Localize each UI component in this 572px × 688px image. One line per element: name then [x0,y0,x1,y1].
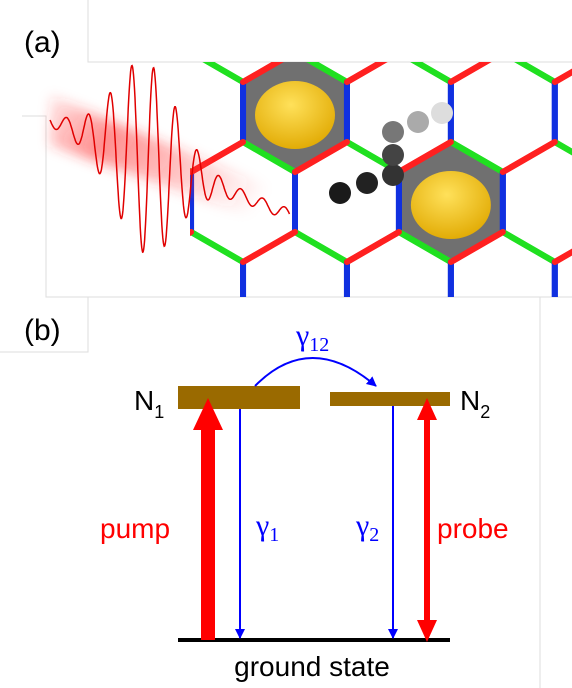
symbol: N [134,385,154,416]
probe-label: probe [437,513,509,544]
bond [139,52,191,82]
bond [191,232,243,262]
pump-label: pump [100,513,170,544]
figure: (a) (b) γ12 N1 N2 γ1 γ2 pump probe groun… [0,0,572,688]
bond [243,322,295,352]
level-label: N1 [134,385,164,422]
page: (a) (b) γ12 N1 N2 γ1 γ2 pump probe groun… [0,0,572,688]
bond [139,232,191,262]
lattice [139,0,572,442]
panel-label: (b) [24,314,61,347]
bond [451,322,503,352]
ground-label: ground state [234,651,390,682]
panel-frame [88,0,572,62]
bond [555,322,572,352]
bond [347,232,399,262]
bond [555,322,572,352]
bond [503,412,555,442]
subscript: 2 [369,524,379,546]
adatom [255,81,335,149]
panel-frame [0,297,540,688]
atom [356,172,378,194]
bond [451,412,503,442]
symbol: N [460,385,480,416]
bond [399,52,451,82]
bond [243,412,295,442]
bond [295,412,347,442]
bond [347,52,399,82]
pump-arrow [193,398,223,640]
bond [347,412,399,442]
bond [503,142,555,172]
rate-label: γ2 [355,509,379,546]
atom [329,182,351,204]
bond [243,322,295,352]
bond [555,52,572,82]
atom [382,144,404,166]
adatom [411,171,491,239]
bond [139,322,191,352]
bond [451,52,503,82]
bond [191,322,243,352]
symbol: γ [355,509,369,542]
bond [503,322,555,352]
level-label: N2 [460,385,490,422]
probe-arrow [417,398,437,642]
bond [503,232,555,262]
bond [451,322,503,352]
bond [399,322,451,352]
bond [503,52,555,82]
rate-label: γ1 [255,509,279,546]
bond [555,232,572,262]
bond [243,232,295,262]
panel-label: (a) [24,26,61,59]
subscript: 2 [480,402,490,422]
level-n2 [330,392,450,406]
subscript: 1 [269,524,279,546]
bond [555,142,572,172]
bond [555,412,572,442]
bond [191,322,243,352]
bond [347,322,399,352]
bond [347,322,399,352]
bond [503,322,555,352]
bond [399,322,451,352]
symbol: γ [255,509,269,542]
bond [295,232,347,262]
bond [191,52,243,82]
transfer-arrow [255,358,376,386]
atom [407,111,429,133]
atom [431,102,453,124]
rate-label: γ12 [295,319,329,356]
level-n1 [178,386,300,409]
atom [382,121,404,143]
subscript: 1 [154,402,164,422]
subscript: 12 [309,334,329,356]
symbol: γ [295,319,309,352]
atom [382,164,404,186]
